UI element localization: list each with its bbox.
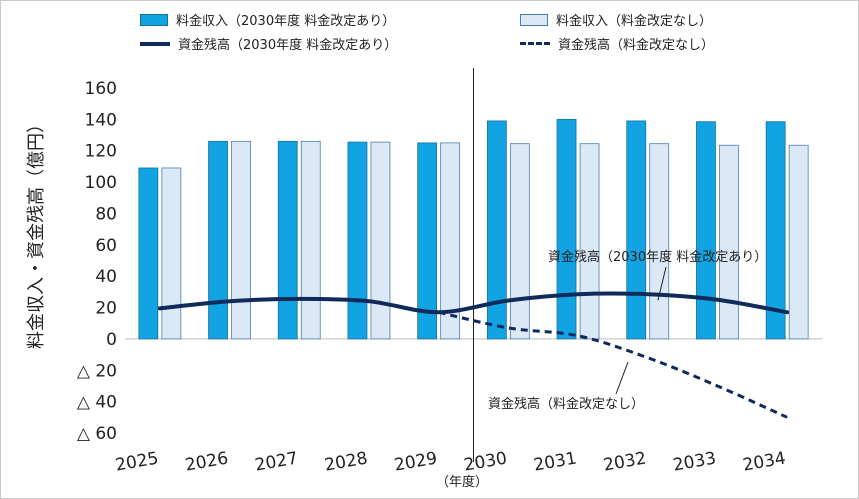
line-balance-revised (157, 291, 790, 315)
y-tick-label: 140 (85, 110, 117, 130)
bar-revenue-revised (347, 141, 368, 340)
annotation-leader-revised (657, 266, 667, 301)
bar-revenue-unrevised (231, 140, 251, 340)
bar-revenue-revised (696, 121, 716, 340)
bar-revenue-revised (208, 140, 228, 340)
y-tick-label: △ 60 (77, 424, 117, 444)
bar-revenue-revised (626, 120, 647, 340)
line-balance-unrevised (438, 310, 788, 419)
legend-label-revenue-revised: 料金収入（2030年度 料金改定あり） (176, 14, 396, 29)
y-tick-label: 80 (95, 204, 117, 224)
bar-revenue-revised (138, 167, 159, 340)
legend-item-balance-revised: 資金残高（2030年度 料金改定あり） (140, 34, 397, 53)
bar-revenue-unrevised (440, 142, 461, 340)
bar-revenue-revised (556, 118, 577, 340)
bar-revenue-unrevised (719, 144, 739, 340)
legend-item-balance-unrevised: 資金残高（料金改定なし） (520, 34, 714, 53)
x-tick-label: 2025 (114, 448, 160, 475)
legend-swatch-revenue-revised (140, 13, 168, 26)
bar-revenue-revised (765, 121, 786, 340)
bar-revenue-unrevised (579, 143, 600, 340)
bar-revenue-revised (417, 142, 438, 340)
bar-revenue-revised (486, 120, 507, 340)
bar-revenue-revised (277, 140, 298, 340)
x-tick-label: 2032 (602, 448, 648, 475)
y-tick-label: 100 (85, 173, 117, 193)
legend-label-balance-revised: 資金残高（2030年度 料金改定あり） (178, 38, 398, 53)
y-tick-label: 60 (95, 236, 117, 256)
legend-label-revenue-unrevised: 料金収入（料金改定なし） (556, 14, 713, 29)
bar-revenue-unrevised (649, 143, 670, 340)
annotation-leader-unrevised (615, 361, 629, 395)
bar-revenue-unrevised (509, 143, 530, 340)
bar-revenue-unrevised (788, 144, 809, 340)
y-tick-label: △ 20 (77, 361, 117, 381)
y-tick-label: 20 (95, 299, 117, 319)
annotation-balance-revised: 資金残高（2030年度 料金改定あり） (548, 249, 767, 265)
legend-swatch-balance-revised (140, 41, 170, 46)
legend-item-revenue-revised: 料金収入（2030年度 料金改定あり） (140, 10, 395, 29)
legend-swatch-revenue-unrevised (520, 13, 548, 26)
y-axis-title: 料金収入・資金残高（億円） (26, 115, 47, 349)
x-tick-label: 2028 (323, 448, 369, 475)
legend-item-revenue-unrevised: 料金収入（料金改定なし） (520, 10, 712, 29)
x-tick-label: 2034 (741, 448, 787, 475)
bar-revenue-unrevised (300, 140, 321, 340)
x-tick-label: 2030 (462, 448, 508, 475)
bar-revenue-unrevised (370, 141, 391, 340)
legend-swatch-balance-unrevised (520, 42, 550, 45)
x-tick-label: 2026 (184, 448, 230, 475)
x-axis-title: （年度） (436, 474, 488, 490)
y-tick-label: 0 (106, 330, 117, 350)
annotation-balance-unrevised: 資金残高（料金改定なし） (488, 396, 644, 412)
y-tick-label: △ 40 (77, 393, 117, 413)
y-tick-label: 40 (95, 267, 117, 287)
bar-revenue-unrevised (161, 167, 182, 340)
y-tick-label: 120 (85, 142, 117, 162)
y-tick-label: 160 (85, 79, 117, 99)
x-tick-label: 2031 (532, 448, 578, 475)
x-tick-label: 2033 (672, 448, 718, 475)
x-tick-label: 2027 (253, 448, 299, 475)
legend-label-balance-unrevised: 資金残高（料金改定なし） (558, 38, 715, 53)
x-tick-label: 2029 (393, 448, 439, 475)
